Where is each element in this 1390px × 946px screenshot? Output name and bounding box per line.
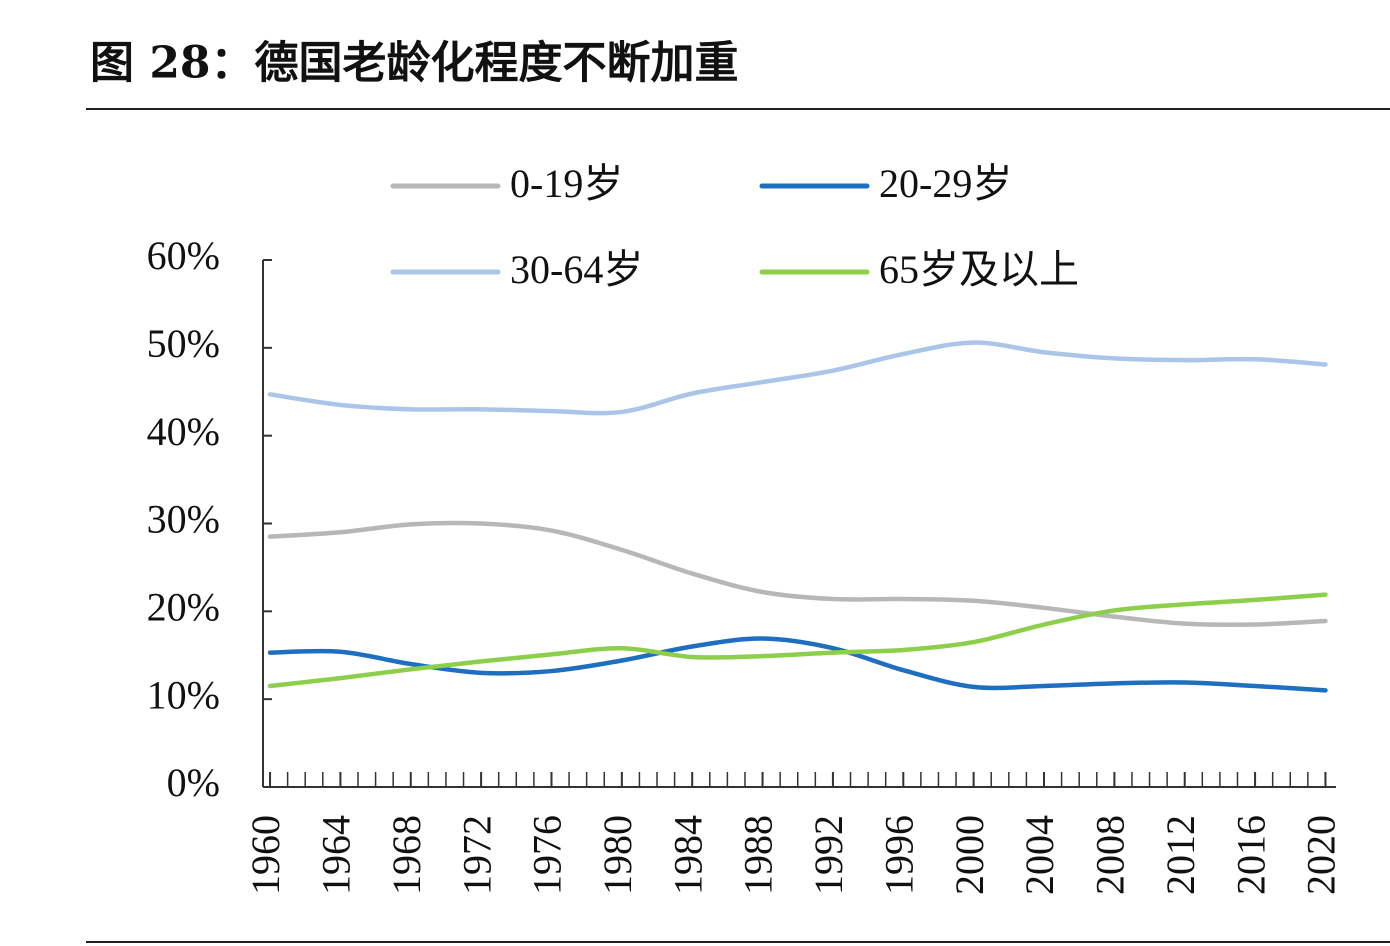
legend-label: 65岁及以上 xyxy=(879,247,1079,292)
y-tick-label: 10% xyxy=(147,672,220,717)
y-tick-label: 0% xyxy=(167,760,220,805)
legend-label: 0-19岁 xyxy=(510,161,623,206)
y-tick-label: 30% xyxy=(147,497,220,542)
x-tick-label: 1968 xyxy=(384,815,429,895)
x-tick-label: 1960 xyxy=(243,815,288,895)
chart-title: 图 28：德国老龄化程度不断加重 xyxy=(90,38,739,89)
x-tick-label: 2020 xyxy=(1299,815,1344,895)
x-tick-label: 1972 xyxy=(454,815,499,895)
x-tick-label: 1984 xyxy=(665,815,710,895)
y-tick-label: 20% xyxy=(147,585,220,630)
x-tick-label: 2000 xyxy=(947,815,992,895)
legend-label: 20-29岁 xyxy=(879,161,1012,206)
y-tick-label: 60% xyxy=(147,233,220,278)
x-tick-label: 1992 xyxy=(806,815,851,895)
series-line xyxy=(267,636,1328,693)
x-tick-label: 2016 xyxy=(1228,815,1273,895)
x-tick-label: 1980 xyxy=(595,815,640,895)
series-line xyxy=(267,520,1328,628)
series-line xyxy=(267,592,1328,689)
x-tick-label: 1976 xyxy=(525,815,570,895)
series-line xyxy=(267,340,1328,416)
x-tick-label: 2008 xyxy=(1088,815,1133,895)
x-tick-label: 1996 xyxy=(876,815,921,895)
x-tick-label: 2012 xyxy=(1158,815,1203,895)
x-tick-label: 1988 xyxy=(736,815,781,895)
y-tick-label: 50% xyxy=(147,321,220,366)
y-tick-label: 40% xyxy=(147,409,220,454)
x-tick-label: 1964 xyxy=(314,815,359,895)
x-tick-label: 2004 xyxy=(1017,815,1062,895)
legend-label: 30-64岁 xyxy=(510,247,643,292)
